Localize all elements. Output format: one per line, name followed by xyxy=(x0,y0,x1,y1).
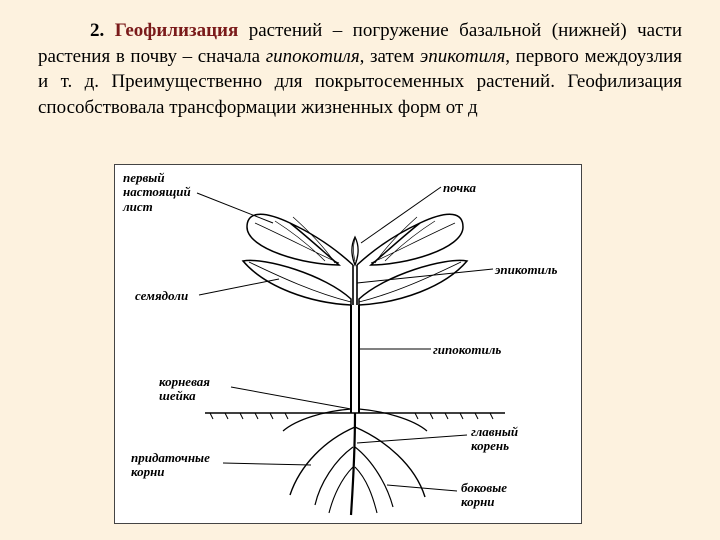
term-geophilization: Геофилизация xyxy=(115,20,239,41)
label-lateral-roots: боковыекорни xyxy=(461,481,507,510)
italic-hypocotyl: гипокотиля xyxy=(266,46,360,67)
label-cotyledon: семядоли xyxy=(135,289,188,303)
label-adv-roots: придаточныекорни xyxy=(131,451,210,480)
seedling-diagram: первыйнастоящийлист почка эпикотиль семя… xyxy=(114,164,582,524)
label-root-neck: корневаяшейка xyxy=(159,375,210,404)
main-paragraph: 2. Геофилизация растений – погружение ба… xyxy=(38,18,682,121)
label-epicotyl: эпикотиль xyxy=(495,263,557,277)
label-bud: почка xyxy=(443,181,476,195)
label-first-leaf: первыйнастоящийлист xyxy=(123,171,191,214)
label-main-root: главныйкорень xyxy=(471,425,518,454)
italic-epicotyl: эпикотиля xyxy=(420,46,505,67)
item-number: 2. xyxy=(90,20,115,41)
label-hypocotyl: гипокотиль xyxy=(433,343,501,357)
para-seg-2: , затем xyxy=(360,46,420,67)
